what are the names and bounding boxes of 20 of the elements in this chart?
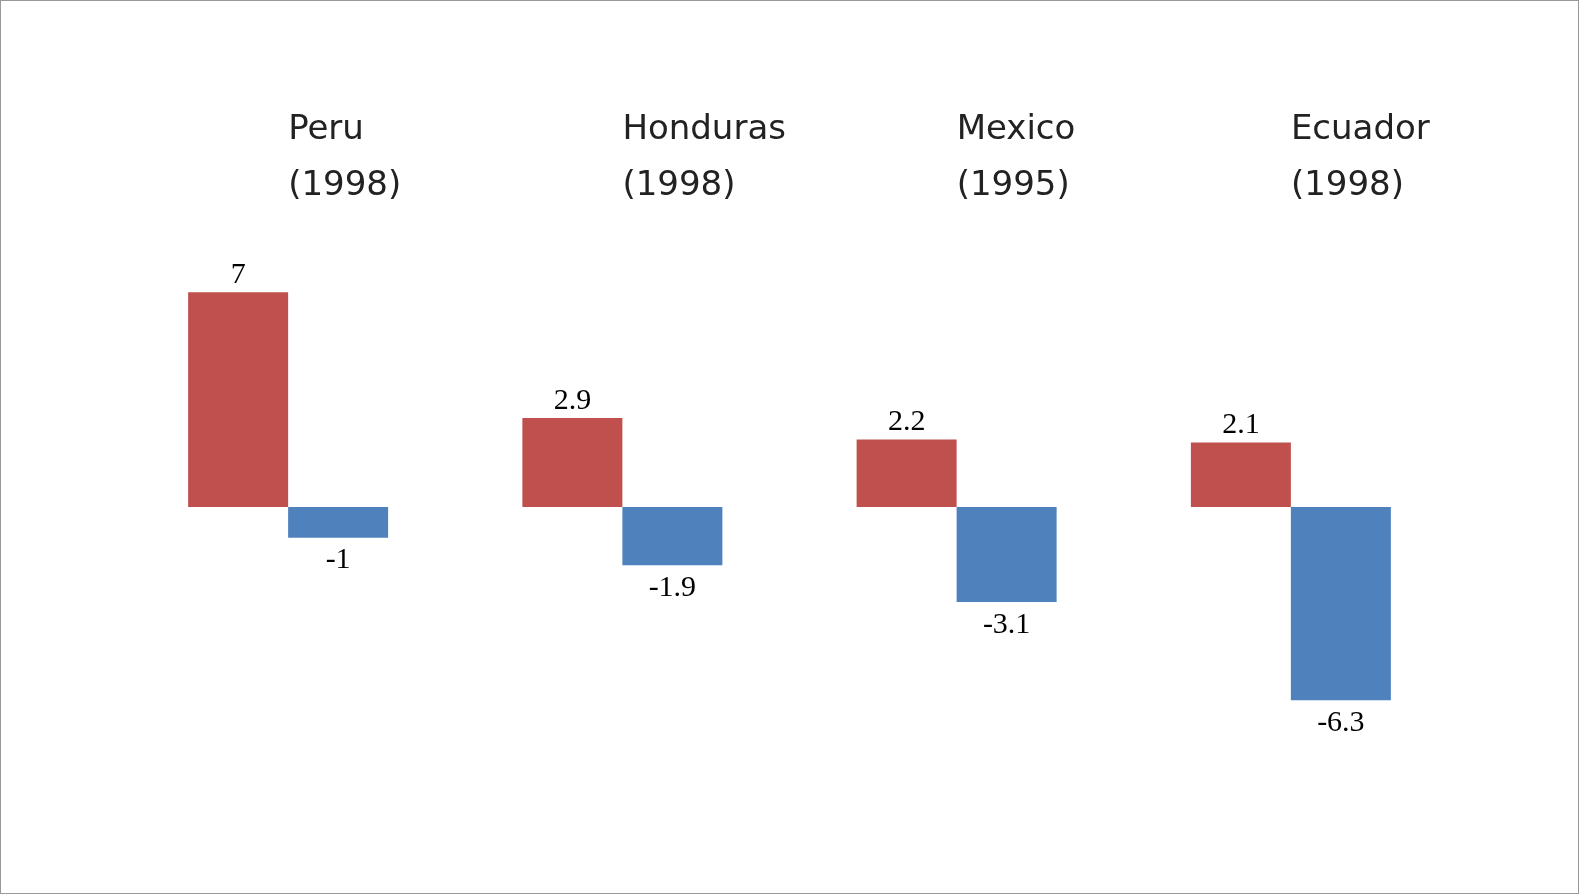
bar xyxy=(188,292,289,507)
data-label: 7 xyxy=(230,255,246,289)
data-label: 2.1 xyxy=(1222,406,1260,440)
bar xyxy=(622,507,723,566)
x-tick-label: Peru (1998) xyxy=(288,107,402,203)
bar xyxy=(856,439,957,507)
data-label: -1 xyxy=(325,541,351,575)
x-tick-label: Mexico (1995) xyxy=(956,107,1076,203)
data-label: -6.3 xyxy=(1317,703,1365,737)
x-tick-label: Honduras (1998) xyxy=(622,107,786,203)
data-label: -1.9 xyxy=(648,568,697,602)
data-label: 2.9 xyxy=(553,381,592,415)
bar xyxy=(956,507,1057,603)
bar xyxy=(1190,442,1291,507)
bar xyxy=(288,507,389,538)
bar xyxy=(1290,507,1391,701)
data-label: 2.2 xyxy=(887,403,926,437)
data-label: -3.1 xyxy=(982,605,1031,639)
x-tick-label: Ecuador (1998) xyxy=(1290,107,1430,203)
bar xyxy=(522,418,623,507)
